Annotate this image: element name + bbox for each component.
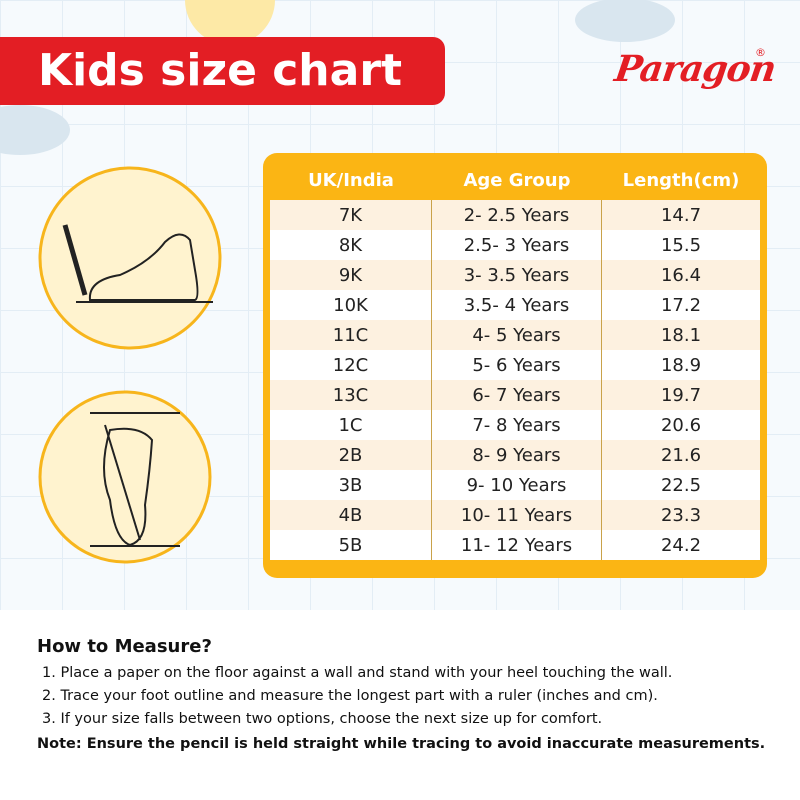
table-cell: 7- 8 Years <box>432 410 602 440</box>
table-cell: 9- 10 Years <box>432 470 602 500</box>
table-cell: 14.7 <box>660 204 702 226</box>
table-row: 11C 4- 5 Years 18.1 <box>270 320 760 350</box>
logo-mark: ® <box>755 46 766 59</box>
table-cell: 17.2 <box>660 294 702 316</box>
instructions-title: How to Measure? <box>37 636 212 657</box>
foot-top <box>90 412 180 547</box>
table-cell: 2B <box>270 440 432 470</box>
circle-top-view <box>38 390 212 564</box>
step: 2. Trace your foot outline and measure t… <box>42 688 658 704</box>
table-cell: 5B <box>270 530 432 560</box>
title-banner <box>0 37 445 105</box>
table-cell: 5- 6 Years <box>432 350 602 380</box>
step: 1. Place a paper on the floor against a … <box>42 665 673 681</box>
table-row: 8K 2.5- 3 Years 15.5 <box>270 230 760 260</box>
table-cell: 19.7 <box>660 384 702 406</box>
table-body: 7K 2- 2.5 Years 14.7 8K 2.5- 3 Years 15.5 9K 3-… <box>270 200 760 560</box>
table-cell: 20.6 <box>660 414 702 436</box>
table-cell: 11C <box>270 320 432 350</box>
table-cell: 4B <box>270 500 432 530</box>
table-cell: 2- 2.5 Years <box>432 200 602 230</box>
table-row: 4B 10- 11 Years 23.3 <box>270 500 760 530</box>
table-cell: 13C <box>270 380 432 410</box>
table-cell: 3- 3.5 Years <box>432 260 602 290</box>
table-row: 2B 8- 9 Years 21.6 <box>270 440 760 470</box>
cloud <box>575 0 675 42</box>
foot-side <box>62 224 213 303</box>
table-cell: 11- 12 Years <box>432 530 602 560</box>
table-cell: 9K <box>270 260 432 290</box>
sun <box>185 0 275 45</box>
table-cell: 10- 11 Years <box>432 500 602 530</box>
table-cell: 18.9 <box>660 354 702 376</box>
cloud <box>0 105 70 155</box>
table-cell: 21.6 <box>660 444 702 466</box>
table-cell: 8K <box>270 230 432 260</box>
table-cell: 1C <box>270 410 432 440</box>
table-cell: 3B <box>270 470 432 500</box>
table-cell: 10K <box>270 290 432 320</box>
title: Kids size chart <box>38 45 403 96</box>
table-row: 12C 5- 6 Years 18.9 <box>270 350 760 380</box>
table-cell: 7K <box>270 200 432 230</box>
table-row: 13C 6- 7 Years 19.7 <box>270 380 760 410</box>
table-cell: 8- 9 Years <box>432 440 602 470</box>
column-header: Length(cm) <box>622 169 740 191</box>
instructions-panel <box>0 610 800 800</box>
table-cell: 2.5- 3 Years <box>432 230 602 260</box>
table-cell: 22.5 <box>660 474 702 496</box>
illustrations <box>0 0 675 564</box>
logo: Paragon <box>612 48 779 90</box>
table-row: 3B 9- 10 Years 22.5 <box>270 470 760 500</box>
table-cell: 16.4 <box>660 264 702 286</box>
table-cell: 4- 5 Years <box>432 320 602 350</box>
table-row: 9K 3- 3.5 Years 16.4 <box>270 260 760 290</box>
table-cell: 23.3 <box>660 504 702 526</box>
column-header: Age Group <box>463 169 571 191</box>
table-cell: 6- 7 Years <box>432 380 602 410</box>
table-cell: 3.5- 4 Years <box>432 290 602 320</box>
table-cell: 15.5 <box>660 234 702 256</box>
table-row: 5B 11- 12 Years 24.2 <box>270 530 760 560</box>
table-cell: 18.1 <box>660 324 702 346</box>
table-row: 7K 2- 2.5 Years 14.7 <box>270 200 760 230</box>
column-header: UK/India <box>308 169 394 191</box>
note: Note: Ensure the pencil is held straight… <box>37 736 766 752</box>
table-header: UK/India Age Group Length(cm) <box>270 160 760 200</box>
table-cell: 24.2 <box>660 534 702 556</box>
table-row: 1C 7- 8 Years 20.6 <box>270 410 760 440</box>
step: 3. If your size falls between two option… <box>42 711 603 727</box>
table-cell: 12C <box>270 350 432 380</box>
table-row: 10K 3.5- 4 Years 17.2 <box>270 290 760 320</box>
